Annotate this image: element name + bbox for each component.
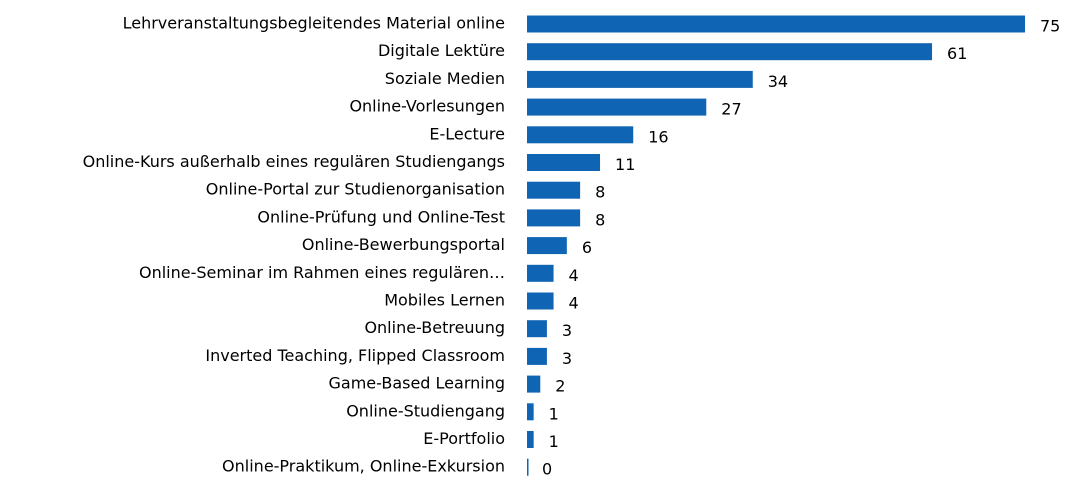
category-label: Online-Praktikum, Online-Exkursion xyxy=(222,457,505,476)
category-label: Online-Kurs außerhalb eines regulären St… xyxy=(83,152,505,171)
value-label: 4 xyxy=(569,266,579,285)
bar xyxy=(527,98,707,116)
value-label: 8 xyxy=(595,210,605,229)
bar xyxy=(527,320,547,338)
category-label: Game-Based Learning xyxy=(329,374,506,393)
category-label: Online-Bewerbungsportal xyxy=(302,235,505,254)
bar xyxy=(527,237,567,255)
bar xyxy=(527,126,634,144)
category-label: Online-Betreuung xyxy=(364,318,505,337)
bar xyxy=(527,403,534,421)
value-label: 0 xyxy=(542,460,552,479)
value-label: 6 xyxy=(582,238,592,257)
value-label: 4 xyxy=(569,294,579,313)
bar xyxy=(527,264,554,282)
category-label: E-Portfolio xyxy=(423,429,505,448)
category-label: Online-Portal zur Studienorganisation xyxy=(206,180,505,199)
value-label: 34 xyxy=(768,72,788,91)
bar xyxy=(527,70,753,88)
bar xyxy=(527,15,1025,33)
bar xyxy=(527,431,534,448)
value-label: 11 xyxy=(615,155,635,174)
bar xyxy=(527,458,529,476)
value-label: 3 xyxy=(562,349,572,368)
category-label: Mobiles Lernen xyxy=(384,291,505,310)
value-label: 8 xyxy=(595,183,605,202)
bar xyxy=(527,43,933,61)
bar xyxy=(527,347,547,365)
bar xyxy=(527,154,601,171)
category-label: Online-Vorlesungen xyxy=(349,97,505,116)
category-label: Online-Seminar im Rahmen eines regulären… xyxy=(139,263,505,282)
value-label: 1 xyxy=(549,432,559,451)
value-label: 3 xyxy=(562,321,572,340)
category-label: Soziale Medien xyxy=(385,69,505,88)
value-label: 75 xyxy=(1040,17,1060,36)
category-label: Online-Studiengang xyxy=(346,401,505,420)
category-label: Online-Prüfung und Online-Test xyxy=(257,207,505,226)
bar xyxy=(527,375,541,393)
value-label: 2 xyxy=(555,377,565,396)
value-label: 61 xyxy=(947,44,967,63)
category-label: Lehrveranstaltungsbegleitendes Material … xyxy=(123,14,505,33)
value-label: 27 xyxy=(721,100,741,119)
bar xyxy=(527,292,554,310)
bar xyxy=(527,209,581,227)
category-label: Digitale Lektüre xyxy=(378,41,505,60)
category-label: E-Lecture xyxy=(429,124,505,143)
category-label: Inverted Teaching, Flipped Classroom xyxy=(205,346,505,365)
bar xyxy=(527,181,581,199)
value-label: 16 xyxy=(648,127,668,146)
value-label: 1 xyxy=(549,404,559,423)
